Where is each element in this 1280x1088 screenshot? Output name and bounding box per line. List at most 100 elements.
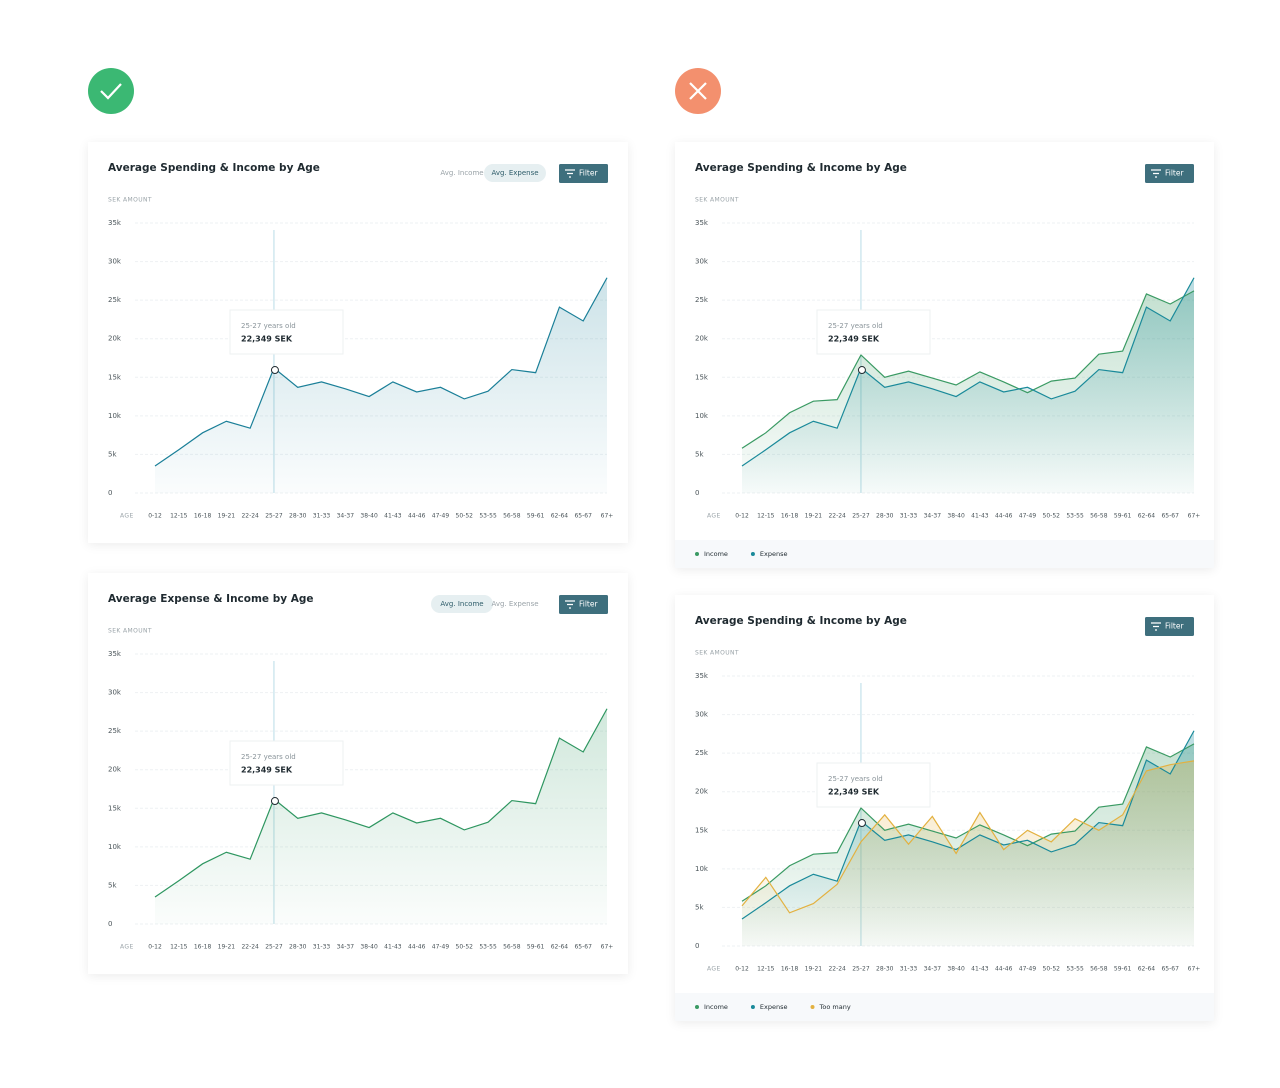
toggle-button[interactable]: Avg. Income xyxy=(431,595,493,613)
filter-label: Filter xyxy=(1165,169,1184,178)
toggle-label: Avg. Expense xyxy=(491,600,538,608)
x-tick-label: 31-33 xyxy=(900,966,918,973)
toggle-label: Avg. Income xyxy=(440,600,483,608)
y-tick-label: 5k xyxy=(108,881,117,889)
x-tick-label: 38-40 xyxy=(360,513,378,520)
tooltip-title: 25-27 years old xyxy=(241,322,296,330)
line xyxy=(741,290,1195,449)
legend-dot xyxy=(810,1005,815,1009)
toggle-button[interactable]: Avg. Expense xyxy=(484,164,546,182)
x-tick-label: 62-64 xyxy=(551,944,569,951)
y-tick-label: 25k xyxy=(695,296,709,304)
x-tick-label: 65-67 xyxy=(1161,966,1179,973)
filter-button[interactable]: Filter xyxy=(1145,164,1194,183)
status-icons xyxy=(88,68,721,114)
x-tick-label: 19-21 xyxy=(805,513,823,520)
filter-button-bg xyxy=(1145,617,1194,636)
filter-label: Filter xyxy=(579,169,598,178)
chart: Average Expense & Income by Age SEK AMOUN… xyxy=(108,593,614,951)
area-fill xyxy=(742,277,1194,493)
x-tick-label: 28-30 xyxy=(876,966,894,973)
x-tick-label: 22-24 xyxy=(828,513,846,520)
filter-label: Filter xyxy=(1165,622,1184,631)
y-tick-label: 15k xyxy=(108,373,122,381)
legend-dot xyxy=(695,1005,699,1009)
x-tick-label: 16-18 xyxy=(781,513,799,520)
y-tick-label: 30k xyxy=(695,711,709,719)
toggle-button[interactable]: Avg. Income xyxy=(440,169,483,177)
toggle-bg xyxy=(484,164,546,182)
x-tick-label: 59-61 xyxy=(527,513,545,520)
x-tick-label: 12-15 xyxy=(170,944,188,951)
tooltip-box xyxy=(229,740,344,786)
toggle-label: Avg. Expense xyxy=(491,169,538,177)
x-tick-label: 44-46 xyxy=(995,513,1013,520)
y-tick-label: 25k xyxy=(108,727,122,735)
x-tick-label: 53-55 xyxy=(479,513,497,520)
x-tick-label: 41-43 xyxy=(384,513,402,520)
line xyxy=(741,277,1195,467)
filter-label: Filter xyxy=(579,600,598,609)
x-tick-label: 38-40 xyxy=(947,513,965,520)
x-tick-label: 53-55 xyxy=(1066,513,1084,520)
x-tick-label: 47-49 xyxy=(1019,513,1037,520)
y-tick-label: 30k xyxy=(108,689,122,697)
x-tick-label: 67+ xyxy=(601,944,614,951)
chart: Average Spending & Income by Age SEK AMOU… xyxy=(675,162,1214,568)
y-tick-label: 0 xyxy=(695,942,699,950)
toggle-bg xyxy=(431,595,493,613)
x-tick-label: 25-27 xyxy=(265,513,283,520)
x-tick-label: 50-52 xyxy=(456,513,474,520)
hover-point xyxy=(270,366,279,375)
y-tick-label: 20k xyxy=(695,788,709,796)
x-tick-label: 65-67 xyxy=(574,513,592,520)
line xyxy=(741,743,1195,902)
filter-button[interactable]: Filter xyxy=(559,595,608,614)
x-tick-label: 67+ xyxy=(601,513,614,520)
chart-title: Average Spending & Income by Age xyxy=(695,162,907,174)
x-tick-label: 62-64 xyxy=(1138,513,1156,520)
x-tick-label: 28-30 xyxy=(876,513,894,520)
y-tick-label: 10k xyxy=(695,412,709,420)
x-tick-label: 53-55 xyxy=(1066,966,1084,973)
filter-icon xyxy=(1151,622,1161,631)
legend-band xyxy=(675,993,1214,1021)
x-tick-label: 67+ xyxy=(1188,513,1201,520)
x-tick-label: 34-37 xyxy=(924,966,942,973)
y-tick-label: 35k xyxy=(695,672,709,680)
chart-card: Average Expense & Income by Age SEK AMOUN… xyxy=(88,573,628,974)
x-tick-label: 22-24 xyxy=(241,944,259,951)
y-axis-label: SEK AMOUNT xyxy=(108,628,152,635)
hover-point xyxy=(270,797,279,806)
x-tick-label: 44-46 xyxy=(995,966,1013,973)
x-tick-label: 50-52 xyxy=(1043,513,1061,520)
x-tick-label: 56-58 xyxy=(1090,513,1108,520)
filter-button[interactable]: Filter xyxy=(559,164,608,183)
line xyxy=(154,277,608,467)
tooltip-value: 22,349 SEK xyxy=(241,766,293,775)
x-tick-label: 28-30 xyxy=(289,944,307,951)
x-tick-label: 31-33 xyxy=(313,513,331,520)
x-axis-label: AGE xyxy=(120,944,134,951)
x-tick-label: 12-15 xyxy=(757,513,775,520)
line xyxy=(154,708,608,898)
toggle-button[interactable]: Avg. Expense xyxy=(491,600,538,608)
x-tick-label: 41-43 xyxy=(384,944,402,951)
x-tick-label: 47-49 xyxy=(432,513,450,520)
y-tick-label: 5k xyxy=(695,450,704,458)
filter-button-bg xyxy=(1145,164,1194,183)
x-tick-label: 34-37 xyxy=(924,513,942,520)
x-tick-label: 19-21 xyxy=(218,513,236,520)
tooltip-title: 25-27 years old xyxy=(828,775,883,783)
area-fill xyxy=(742,760,1194,946)
legend-dot xyxy=(750,1005,755,1009)
x-tick-label: 47-49 xyxy=(1019,966,1037,973)
x-tick-label: 0-12 xyxy=(735,966,749,973)
chart-card: Average Spending & Income by Age SEK AMOU… xyxy=(675,595,1214,1021)
area-fill xyxy=(155,277,607,493)
x-tick-label: 47-49 xyxy=(432,944,450,951)
filter-button[interactable]: Filter xyxy=(1145,617,1194,636)
x-tick-label: 59-61 xyxy=(1114,966,1132,973)
legend-dot xyxy=(750,552,755,556)
